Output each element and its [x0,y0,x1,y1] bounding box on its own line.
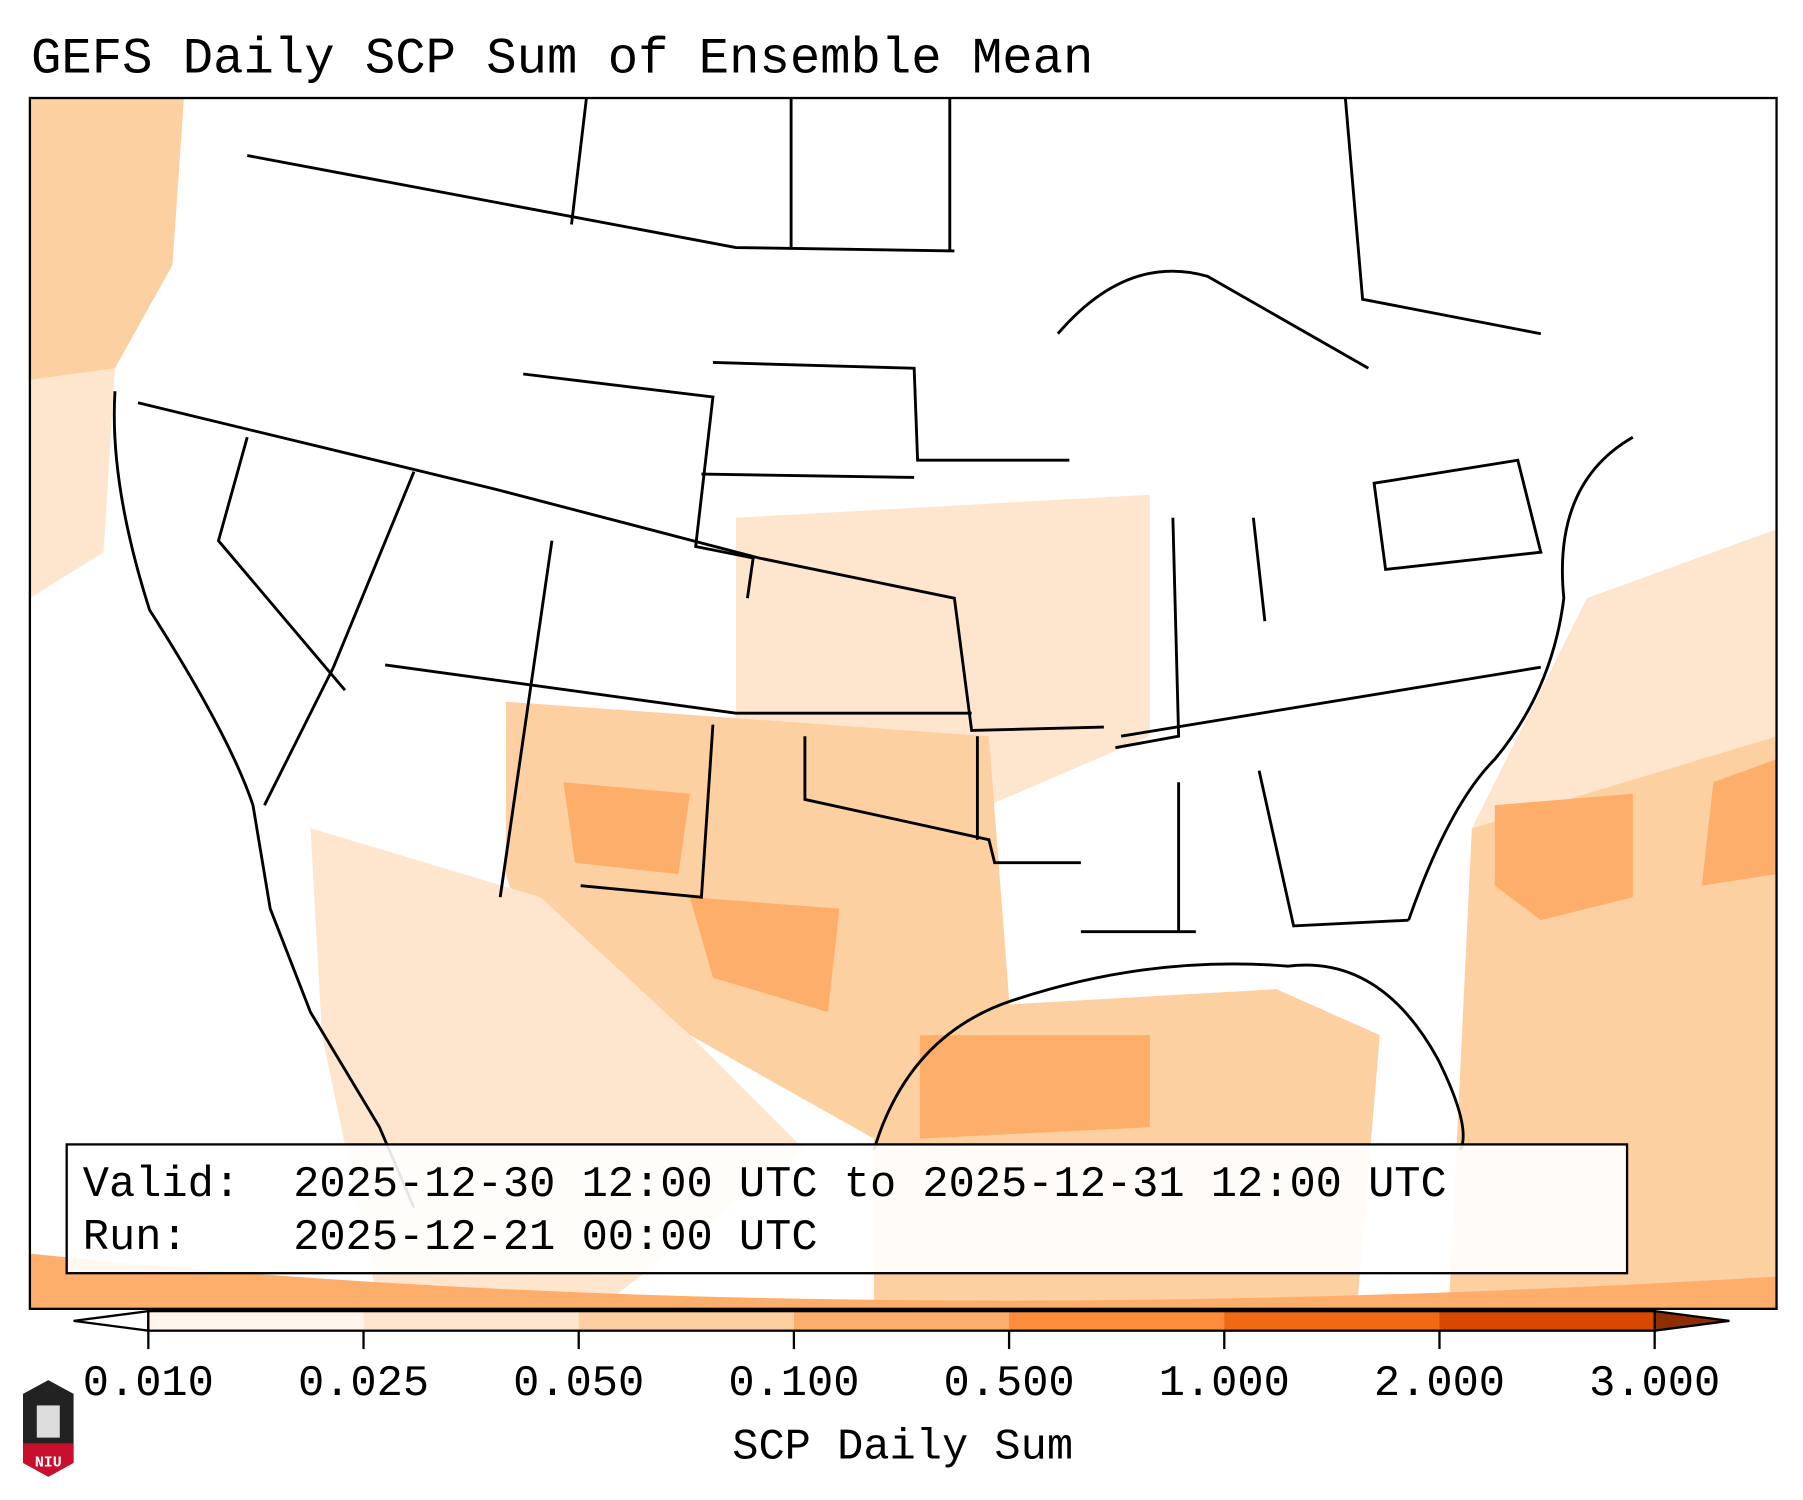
valid-label: Valid: [83,1161,240,1210]
colorbar-segment [1009,1311,1225,1331]
map-panel [28,96,1778,1310]
niu-logo: NIU [22,1380,74,1477]
texas-core-shading [689,897,840,1013]
nm-core-shading [563,782,690,875]
colorbar-outline [147,1309,1656,1332]
colorbar-tick-label: 0.100 [728,1360,859,1409]
state-boundaries [112,98,1634,1209]
run-value: 2025-12-21 00:00 UTC [293,1214,817,1263]
pacific-light-shading [29,368,115,599]
colorbar-tick-label: 3.000 [1589,1360,1720,1409]
run-label: Run: [83,1214,188,1263]
valid-value: 2025-12-30 12:00 UTC to 2025-12-31 12:00… [293,1161,1447,1210]
gulf-core-shading [919,1035,1150,1139]
svg-text:NIU: NIU [35,1455,62,1471]
chart-title: GEFS Daily SCP Sum of Ensemble Mean [31,32,1093,89]
colorbar-tick-label: 2.000 [1374,1360,1505,1409]
colorbar-segment [1224,1311,1441,1331]
colorbar-over-extension [1653,1309,1730,1332]
info-box: Valid: 2025-12-30 12:00 UTC to 2025-12-3… [65,1143,1629,1275]
colorbar-tick-label: 1.000 [1159,1360,1290,1409]
colorbar-segment [363,1311,580,1331]
atlantic-light-shading [1471,529,1777,829]
colorbar-tick-label: 0.025 [298,1360,429,1409]
atlantic-se-core-shading [1701,759,1777,886]
colorbar-segment [578,1311,795,1331]
colorbar-segment [148,1311,365,1331]
colorbar: 0.010 0.025 0.050 0.100 0.500 1.000 2.000 3.000 [73,1309,1730,1409]
colorbar-segment [1439,1311,1656,1331]
atlantic-core-shading [1494,793,1633,921]
colorbar-tick-label: 0.050 [513,1360,644,1409]
colorbar-label: SCP Daily Sum [732,1423,1073,1472]
colorbar-under-extension [73,1309,150,1332]
colorbar-tick-label: 0.010 [83,1360,214,1409]
colorbar-tick-label: 0.500 [944,1360,1075,1409]
south-border-shading [29,1253,1777,1309]
colorbar-segment [793,1311,1010,1331]
pnw-shading [29,98,184,380]
